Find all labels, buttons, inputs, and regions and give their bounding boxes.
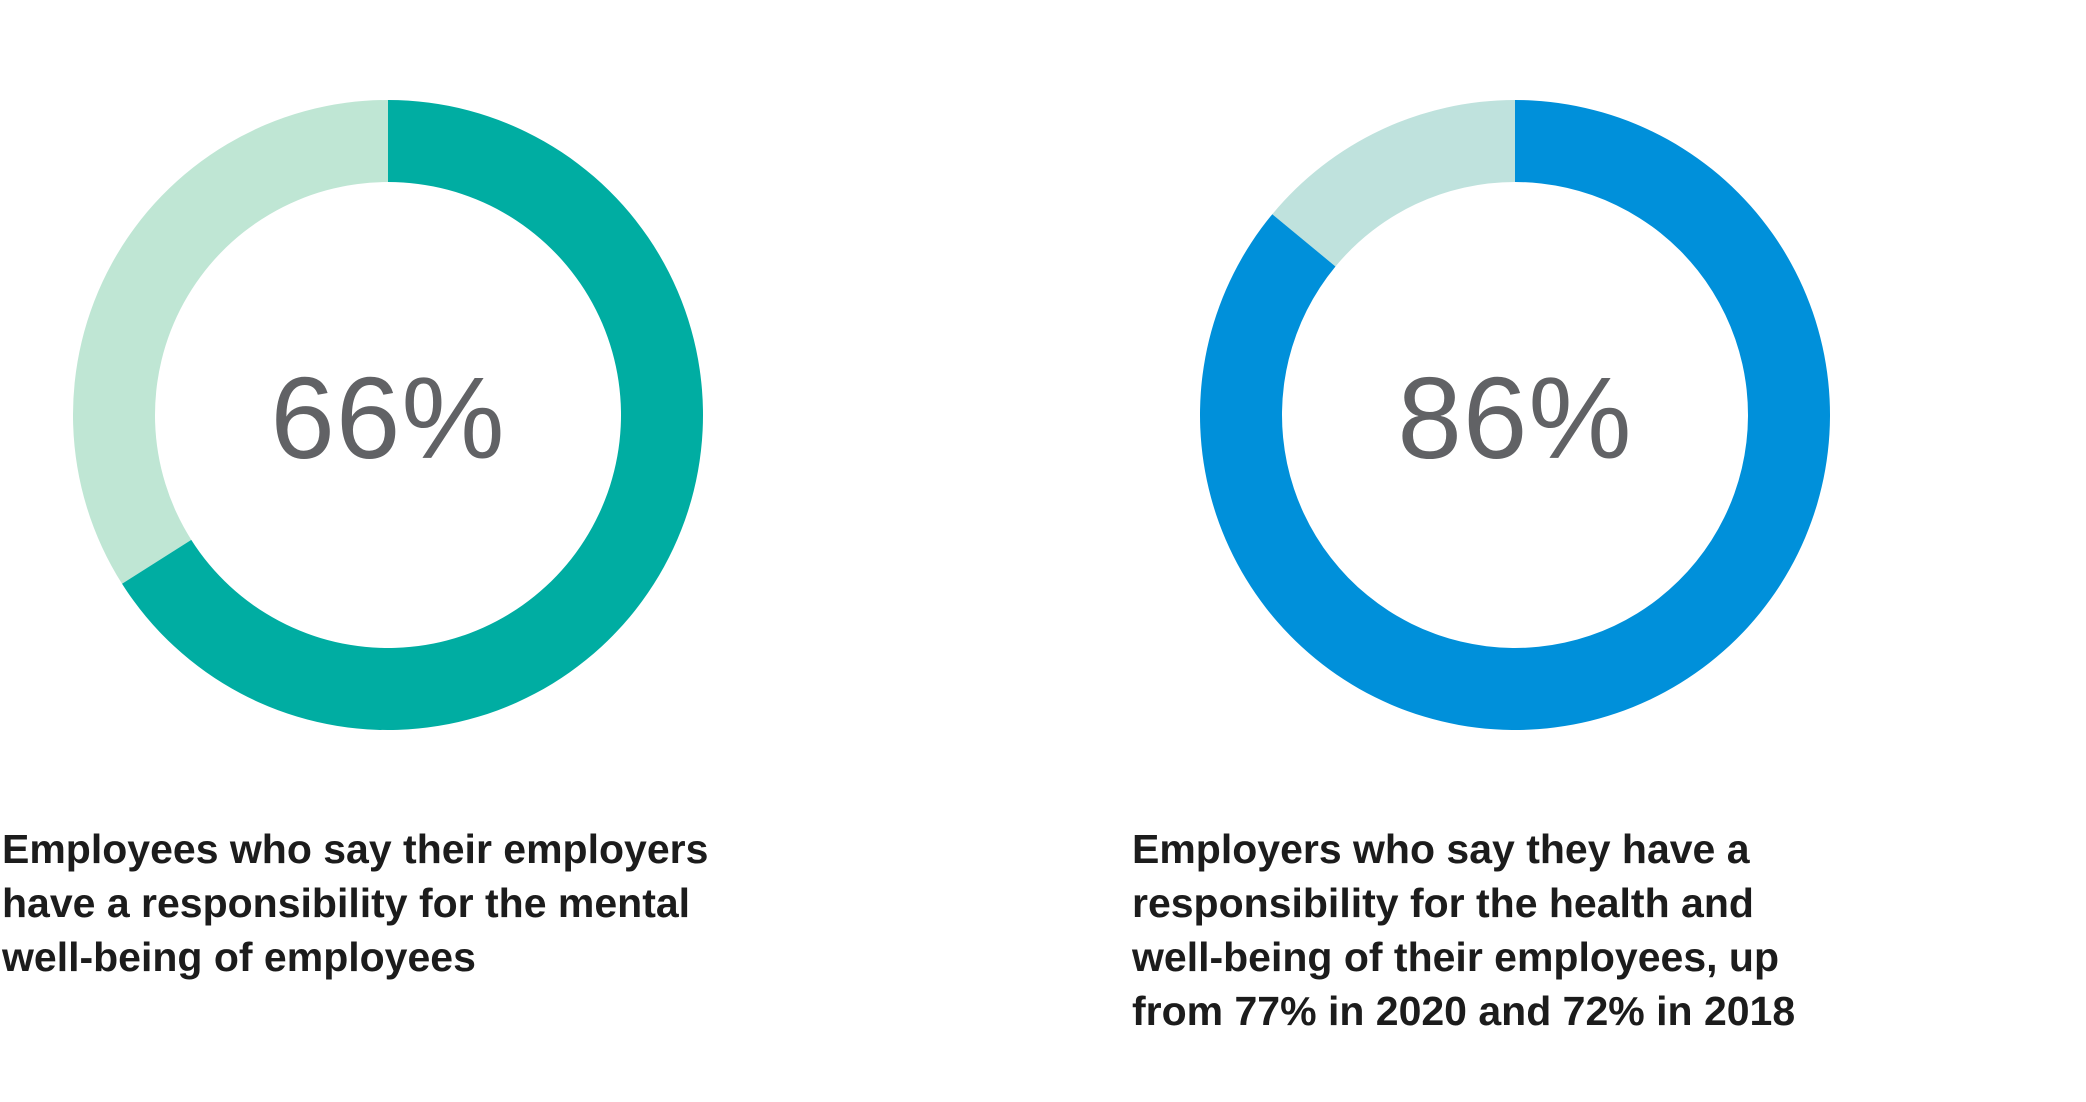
caption-line: Employees who say their employers xyxy=(2,826,709,872)
chart-caption: Employers who say they have a responsibi… xyxy=(1132,822,1922,1038)
caption-line: well-being of their employees, up xyxy=(1132,934,1779,980)
caption-line: responsibility for the health and xyxy=(1132,880,1754,926)
donut-segment-remainder xyxy=(73,100,389,584)
donut-chart-employees: 66% xyxy=(73,100,703,730)
chart-panel-employers: 86% Employers who say they have a respon… xyxy=(1130,0,1930,1102)
caption-line: well-being of employees xyxy=(2,934,476,980)
caption-line: from 77% in 2020 and 72% in 2018 xyxy=(1132,988,1796,1034)
center-percentage-label: 66% xyxy=(270,353,506,483)
chart-panel-employees: 66% Employees who say their employers ha… xyxy=(0,0,800,1102)
caption-line: have a responsibility for the mental xyxy=(2,880,691,926)
donut-svg-employers xyxy=(1200,100,1830,730)
center-percentage-label: 86% xyxy=(1397,353,1633,483)
donut-svg-employees xyxy=(73,100,703,730)
chart-caption: Employees who say their employers have a… xyxy=(2,822,792,984)
caption-line: Employers who say they have a xyxy=(1132,826,1750,872)
donut-segment-remainder xyxy=(1272,100,1515,267)
donut-chart-employers: 86% xyxy=(1200,100,1830,730)
